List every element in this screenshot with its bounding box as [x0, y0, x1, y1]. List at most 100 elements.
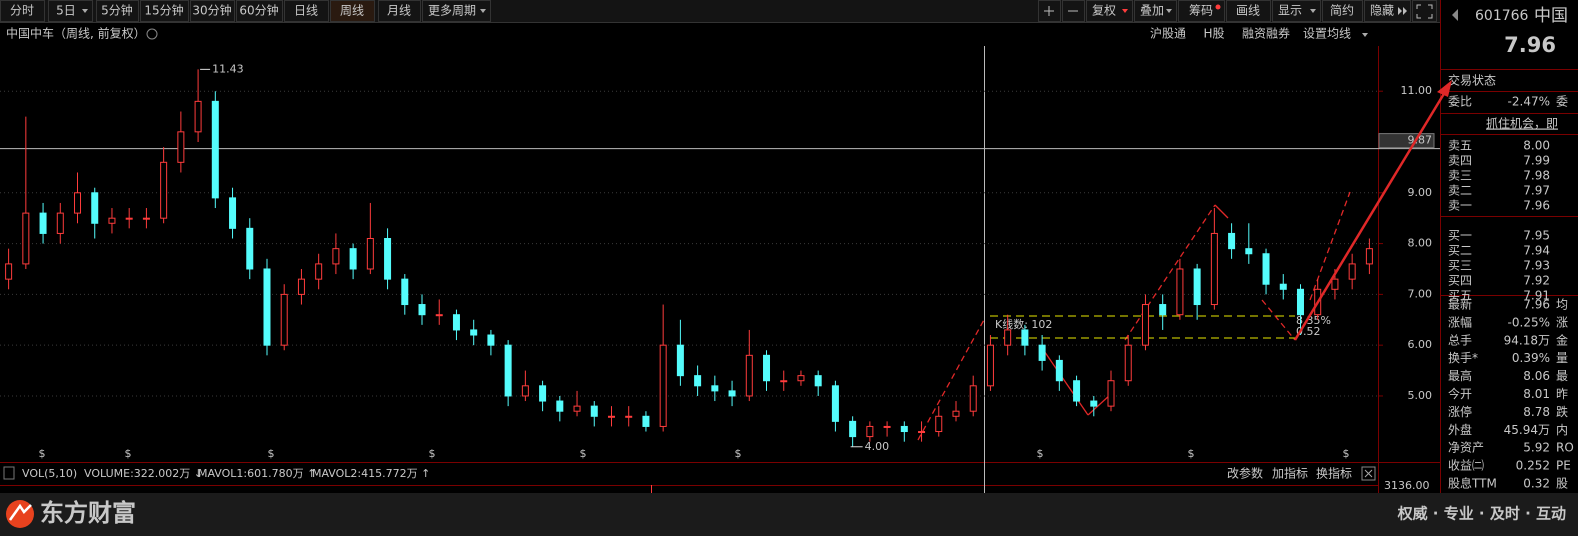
- dividend-marker[interactable]: $: [580, 447, 587, 460]
- candle-body: [315, 263, 323, 280]
- period-button[interactable]: [236, 0, 283, 22]
- promo-link[interactable]: 抓住机会，即: [1486, 117, 1558, 131]
- arrow-head: [1437, 80, 1452, 97]
- candle-body: [263, 268, 271, 346]
- stat-label: 涨幅: [1448, 314, 1472, 329]
- expand-arrows: [1398, 7, 1407, 15]
- tool-button[interactable]: [1322, 0, 1363, 22]
- tool-button[interactable]: [1086, 0, 1133, 22]
- stat-label: 最高: [1448, 368, 1472, 383]
- book-label: 卖三: [1448, 169, 1472, 183]
- dynamic-layer: 分时 5日 5分钟 15分钟 30分钟 60分钟 日线 周线 月线 更多周期 复权 叠加 筹码 画线 显示 简…: [0, 0, 1574, 491]
- period-button[interactable]: [284, 0, 329, 22]
- trend-line[interactable]: [917, 317, 986, 441]
- book-price: 7.91: [1523, 289, 1550, 303]
- tool-button[interactable]: [1364, 0, 1411, 22]
- fullscreen-button[interactable]: [1412, 0, 1437, 22]
- y-tick-label: 7.00: [1408, 287, 1433, 300]
- book-price: 7.99: [1523, 154, 1550, 168]
- ratio-value: -2.47%: [1508, 95, 1550, 109]
- book-label: 买三: [1448, 259, 1472, 273]
- close-indicator[interactable]: [1361, 466, 1376, 481]
- candle-body: [1159, 304, 1167, 316]
- candle-body: [366, 238, 374, 270]
- period-button[interactable]: [190, 0, 235, 22]
- dividend-marker[interactable]: $: [735, 447, 742, 460]
- period-button[interactable]: [378, 0, 421, 22]
- trend-line[interactable]: [1309, 191, 1351, 301]
- candle-body: [728, 390, 736, 397]
- candle-body: [108, 217, 116, 224]
- period-button[interactable]: [140, 0, 189, 22]
- dividend-marker[interactable]: $: [125, 447, 132, 460]
- candle-body: [1365, 248, 1373, 265]
- dividend-marker[interactable]: $: [1188, 447, 1195, 460]
- period-button[interactable]: [48, 0, 93, 22]
- settings-icon[interactable]: [146, 28, 158, 40]
- indicator-action[interactable]: 换指标: [1316, 466, 1352, 481]
- dividend-marker[interactable]: $: [1343, 447, 1350, 460]
- back-arrow[interactable]: [1452, 9, 1458, 21]
- trend-line[interactable]: [1214, 204, 1229, 219]
- trend-line[interactable]: [1039, 344, 1089, 416]
- period-button[interactable]: [422, 0, 491, 22]
- period-button[interactable]: [0, 0, 45, 22]
- candle-body: [1331, 278, 1339, 290]
- indicator-action[interactable]: 加指标: [1272, 466, 1308, 481]
- dropdown-arrow: [82, 9, 88, 13]
- trend-line[interactable]: [1124, 204, 1216, 341]
- candle-body: [539, 385, 547, 402]
- candle-body: [521, 385, 529, 397]
- drawings: [917, 191, 1351, 441]
- tool-button[interactable]: [1178, 0, 1225, 22]
- indicator-action[interactable]: 改参数: [1227, 466, 1263, 481]
- stat-tail: 最: [1556, 369, 1568, 383]
- stat-value: 0.252: [1516, 459, 1550, 473]
- stat-tail: 内: [1556, 423, 1568, 437]
- book-price: 7.96: [1523, 199, 1550, 213]
- stat-tail: 跌: [1556, 404, 1568, 419]
- candle-body: [831, 385, 839, 422]
- candle-body: [332, 248, 340, 265]
- period-label: 60分钟: [239, 3, 278, 18]
- stat-label: 净资产: [1448, 441, 1484, 455]
- candle-body: [229, 197, 237, 229]
- chart-params: （周线, 前复权）: [54, 26, 146, 41]
- dividend-marker[interactable]: $: [1037, 447, 1044, 460]
- dividend-marker[interactable]: $: [429, 447, 436, 460]
- logo-icon: [6, 500, 34, 528]
- range-count: K线数: 102: [995, 317, 1052, 331]
- tool-button[interactable]: [1134, 0, 1177, 22]
- period-label: 日线: [294, 4, 318, 18]
- candle-body: [401, 278, 409, 306]
- stat-value: 8.06: [1523, 369, 1550, 383]
- candle-body: [1348, 263, 1356, 280]
- tool-button[interactable]: [1226, 0, 1271, 22]
- dividend-marker[interactable]: $: [268, 447, 275, 460]
- collapse-button[interactable]: [3, 466, 15, 480]
- book-label: 买二: [1448, 244, 1472, 258]
- candle-body: [452, 314, 460, 331]
- header-link[interactable]: 设置均线: [1303, 27, 1351, 41]
- header-link[interactable]: 沪股通: [1150, 27, 1186, 41]
- header-link[interactable]: H股: [1203, 27, 1224, 41]
- candle-body: [918, 431, 926, 434]
- trend-line[interactable]: [1087, 394, 1111, 416]
- stat-tail: 股: [1556, 477, 1568, 491]
- volume-axis-label: 3136.00: [1384, 479, 1430, 492]
- stat-label: 换手*: [1448, 351, 1478, 365]
- period-button[interactable]: [96, 0, 139, 22]
- dividend-marker[interactable]: $: [39, 447, 46, 460]
- arrow-drawing[interactable]: [1293, 91, 1447, 341]
- trend-line[interactable]: [1261, 299, 1296, 341]
- tool-button[interactable]: [1272, 0, 1321, 22]
- crosshair-label-box: [1378, 133, 1435, 149]
- stat-tail: 涨: [1556, 314, 1568, 329]
- candle-body: [814, 375, 822, 387]
- candle-body: [142, 217, 150, 220]
- candle-body: [1004, 329, 1012, 346]
- candle-body: [297, 278, 305, 295]
- period-button[interactable]: [330, 0, 375, 22]
- header-link[interactable]: 融资融券: [1242, 26, 1290, 41]
- stat-tail: PE: [1556, 459, 1571, 473]
